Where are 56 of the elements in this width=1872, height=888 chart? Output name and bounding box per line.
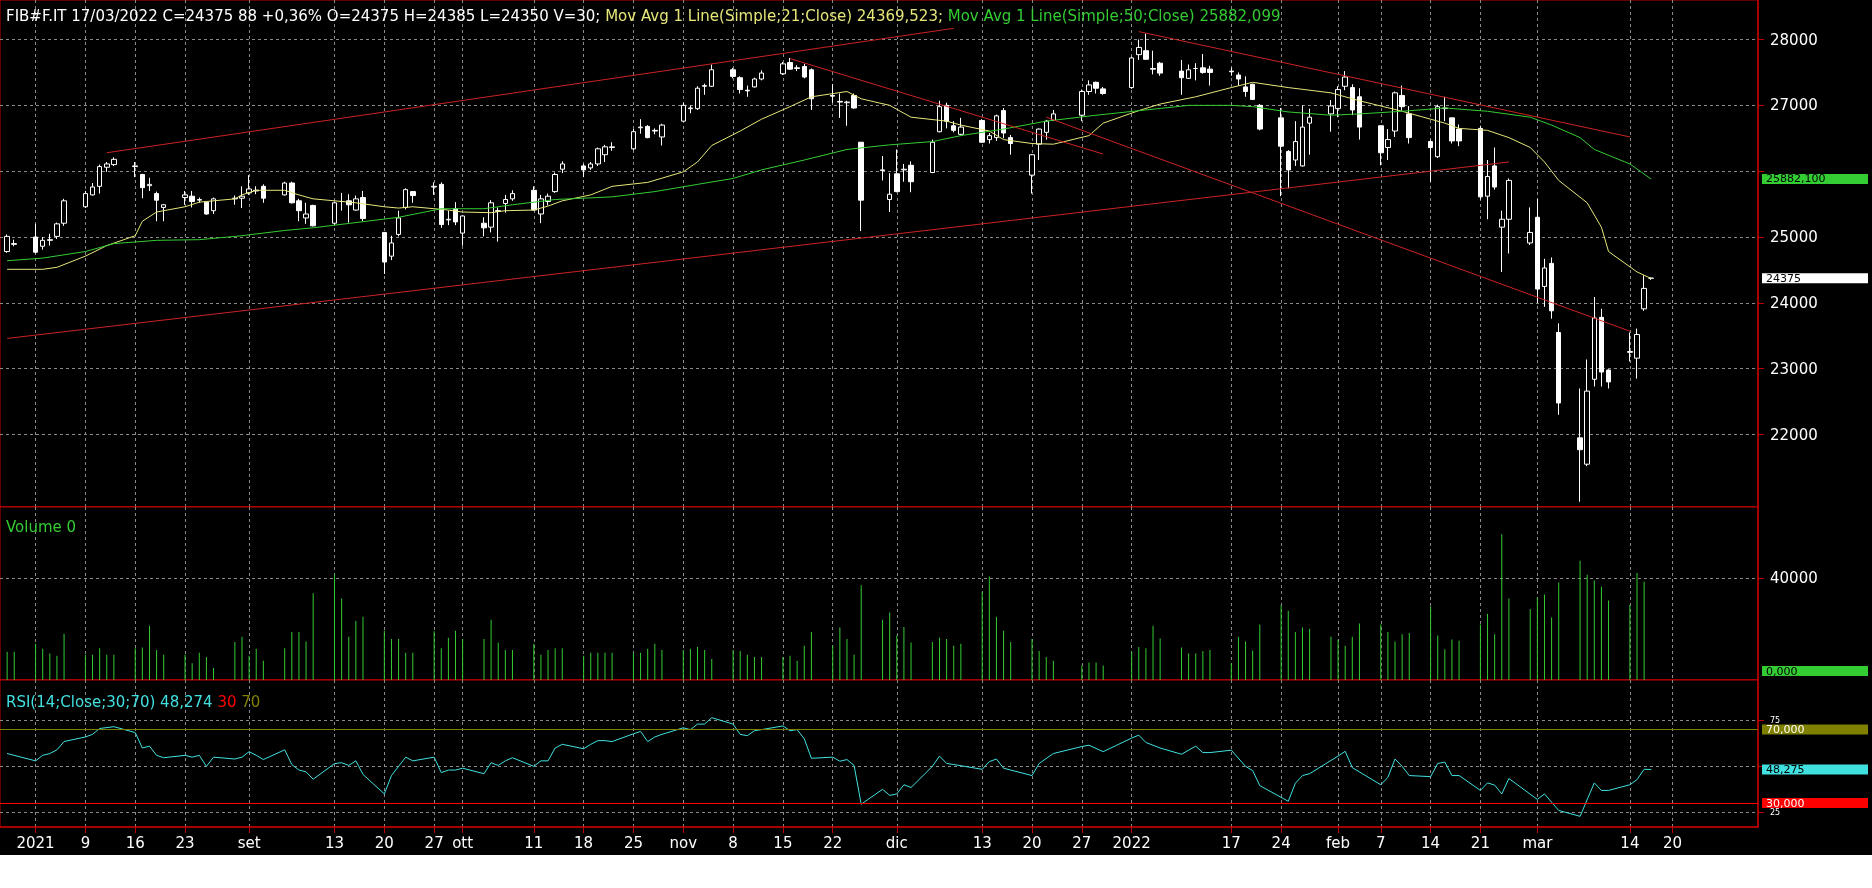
y-tick-label: 40000 (1770, 569, 1818, 588)
x-tick-label: 13 (972, 833, 992, 852)
text: 25882,100 (1766, 172, 1826, 186)
x-tick-label: 2022 (1112, 833, 1151, 852)
x-tick-label: 27 (1072, 833, 1092, 852)
annotation: 24369,523; (856, 6, 943, 25)
text: FIB#F.IT 17/03/2022 C=24375 88 +0,36% O=24375 H=24385 L=24350 V=30; (6, 6, 601, 25)
annotation: 25882,099 (1199, 6, 1281, 25)
ref-line-label: 70,000 (1766, 723, 1805, 737)
x-tick-label: 14 (1421, 833, 1441, 852)
x-tick-label: 21 (1470, 833, 1490, 852)
ref-line-label: 30,000 (1766, 796, 1805, 810)
y-tick-label: 28000 (1770, 30, 1818, 49)
y-tick-label: 25 (1770, 807, 1781, 817)
annotation: 48,274 (160, 692, 213, 711)
text: 24375 (1766, 271, 1801, 285)
x-tick-label: 13 (324, 833, 345, 852)
x-tick-label: dic (885, 833, 908, 852)
x-tick-label: nov (669, 833, 698, 852)
x-tick-label: 15 (773, 833, 793, 852)
x-tick-label: 11 (524, 833, 544, 852)
x-tick-label: 22 (823, 833, 843, 852)
annotation: 30 (217, 692, 237, 711)
x-tick-label: ott (452, 833, 474, 852)
x-tick-label: 23 (175, 833, 195, 852)
y-tick-label: 23000 (1770, 359, 1818, 378)
x-tick-label: 8 (728, 833, 738, 852)
x-tick-label: feb (1326, 833, 1351, 852)
annotation: 0 (66, 517, 77, 536)
series-label: RSI(14;Close;30;70) (6, 692, 156, 711)
text: Mov Avg 1 Line(Simple;50;Close) (947, 6, 1195, 25)
x-tick-label: 7 (1376, 833, 1386, 852)
y-tick-label: 75 (1770, 715, 1781, 725)
x-tick-label: 25 (623, 833, 643, 852)
x-tick-label: 18 (574, 833, 594, 852)
x-tick-label: set (237, 833, 261, 852)
x-tick-label: 20 (1022, 833, 1042, 852)
annotation: 70 (241, 692, 261, 711)
x-tick-label: 24 (1271, 833, 1291, 852)
x-tick-label: mar (1522, 833, 1554, 852)
x-tick-label: 9 (80, 833, 91, 852)
x-tick-label: 20 (1663, 833, 1683, 852)
x-tick-label: 17 (1221, 833, 1241, 852)
text: Volume (6, 517, 62, 536)
x-tick-label: 2021 (16, 833, 55, 852)
x-tick-label: 27 (424, 833, 444, 852)
x-tick-label: 14 (1620, 833, 1640, 852)
text: 48,275 (1766, 763, 1805, 777)
y-tick-label: 24000 (1770, 293, 1818, 312)
y-tick-label: 27000 (1770, 96, 1818, 115)
y-tick-label: 22000 (1770, 425, 1818, 444)
text: 0,000 (1766, 664, 1798, 678)
x-tick-label: 16 (125, 833, 145, 852)
text: Mov Avg 1 Line(Simple;21;Close) (605, 6, 853, 25)
x-tick-label: 20 (374, 833, 394, 852)
y-tick-label: 25000 (1770, 228, 1818, 247)
